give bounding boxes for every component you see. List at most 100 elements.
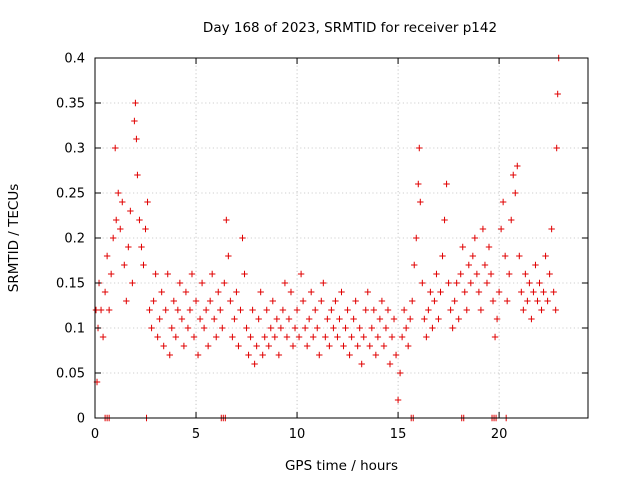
y-tick-label: 0.3 xyxy=(64,142,85,157)
data-point xyxy=(550,288,557,296)
data-point xyxy=(101,288,109,296)
data-point xyxy=(516,252,523,260)
data-point xyxy=(364,288,371,296)
data-point xyxy=(192,297,200,305)
data-point xyxy=(366,342,373,350)
data-point xyxy=(510,171,517,179)
data-point xyxy=(447,306,454,314)
data-point xyxy=(275,351,283,359)
grid-layer xyxy=(95,58,588,418)
data-point xyxy=(417,198,424,206)
data-point xyxy=(542,252,549,260)
data-point xyxy=(231,315,238,323)
data-point xyxy=(514,162,521,170)
data-point xyxy=(279,306,287,314)
data-point xyxy=(255,315,262,323)
data-point xyxy=(411,261,418,269)
data-point xyxy=(119,198,126,206)
data-point xyxy=(190,333,198,341)
data-point xyxy=(123,297,130,305)
y-tick-label: 0.15 xyxy=(56,277,85,292)
data-point xyxy=(548,225,555,233)
data-point xyxy=(261,333,268,341)
data-point xyxy=(457,270,464,278)
y-tick-label: 0.1 xyxy=(64,322,85,337)
x-tick-label: 0 xyxy=(91,427,99,442)
data-point xyxy=(449,324,456,332)
data-point xyxy=(435,315,442,323)
data-point xyxy=(217,306,224,314)
data-point xyxy=(427,288,434,296)
data-point xyxy=(170,297,177,305)
x-axis-label: GPS time / hours xyxy=(285,458,398,474)
data-point xyxy=(544,297,551,305)
data-point xyxy=(394,396,402,404)
data-point xyxy=(409,297,416,305)
data-point xyxy=(423,333,430,341)
data-point xyxy=(322,333,329,341)
y-tick-label: 0 xyxy=(77,412,85,427)
data-point xyxy=(540,288,547,296)
data-point xyxy=(528,315,535,323)
data-point xyxy=(162,306,169,314)
data-point xyxy=(227,297,234,305)
data-point xyxy=(168,324,175,332)
data-point xyxy=(479,225,487,233)
data-point xyxy=(518,288,525,296)
x-tick-label: 10 xyxy=(289,427,306,442)
data-point xyxy=(109,234,117,242)
data-point xyxy=(388,333,396,341)
data-point xyxy=(354,342,361,350)
data-point xyxy=(172,333,180,341)
data-point xyxy=(285,315,293,323)
data-point xyxy=(501,252,509,260)
data-point xyxy=(473,270,481,278)
data-point xyxy=(259,351,266,359)
data-point xyxy=(174,306,182,314)
data-point xyxy=(342,324,349,332)
data-point xyxy=(350,315,357,323)
data-point xyxy=(526,279,533,287)
data-point xyxy=(467,279,475,287)
data-point xyxy=(132,99,139,107)
data-point xyxy=(362,306,369,314)
data-point xyxy=(445,279,452,287)
data-point xyxy=(443,180,450,188)
data-point xyxy=(554,90,561,98)
data-point xyxy=(204,342,212,350)
data-point xyxy=(538,306,545,314)
data-point xyxy=(378,297,386,305)
data-point xyxy=(281,279,289,287)
data-point xyxy=(113,216,120,224)
data-point xyxy=(142,225,149,233)
data-point xyxy=(536,279,543,287)
data-point xyxy=(481,261,489,269)
data-point xyxy=(229,333,236,341)
data-point xyxy=(221,279,228,287)
data-point xyxy=(243,324,250,332)
data-point xyxy=(459,243,466,251)
data-point xyxy=(372,351,380,359)
data-point xyxy=(374,333,382,341)
data-point xyxy=(297,270,305,278)
data-point xyxy=(241,270,248,278)
data-point xyxy=(182,288,190,296)
data-point xyxy=(245,351,252,359)
data-point xyxy=(107,270,115,278)
data-point xyxy=(213,333,220,341)
data-point xyxy=(358,360,365,368)
data-point xyxy=(184,324,192,332)
data-point xyxy=(289,342,297,350)
data-point xyxy=(487,270,495,278)
data-point xyxy=(471,234,479,242)
data-point xyxy=(105,306,113,314)
data-point xyxy=(340,342,347,350)
data-point xyxy=(384,306,392,314)
data-point xyxy=(112,144,119,152)
data-point xyxy=(396,369,404,377)
data-point xyxy=(310,333,317,341)
data-point xyxy=(370,306,378,314)
data-point xyxy=(553,144,560,152)
data-point xyxy=(400,306,408,314)
